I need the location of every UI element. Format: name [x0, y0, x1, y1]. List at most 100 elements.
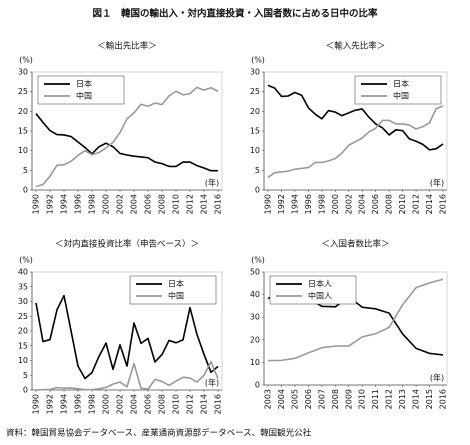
y-axis-label: (%) — [251, 56, 265, 65]
x-tick-label: 1996 — [74, 194, 83, 214]
y-tick-label: 20 — [250, 107, 260, 116]
x-tick-label: 2005 — [290, 389, 299, 409]
x-tick-label: 2013 — [398, 389, 407, 409]
y-tick-label: 10 — [250, 358, 260, 367]
x-tick-label: 1990 — [32, 394, 41, 414]
series-line — [267, 278, 444, 362]
y-axis-label: (%) — [251, 256, 265, 265]
x-axis-label: (年) — [205, 178, 219, 188]
legend-box — [37, 75, 125, 105]
y-tick-label: 15 — [250, 127, 260, 136]
x-tick-label: 1996 — [74, 394, 83, 414]
x-tick-label: 2012 — [385, 389, 394, 409]
chart-title: ＜対内直接投資比率（申告ベース）＞ — [55, 239, 199, 250]
x-tick-label: 2015 — [425, 389, 434, 409]
x-axis-label: (年) — [205, 378, 219, 388]
y-tick-label: 10 — [18, 146, 28, 155]
x-tick-label: 2003 — [264, 389, 273, 409]
x-tick-label: 2011 — [371, 389, 380, 409]
y-tick-label: 50 — [250, 268, 260, 277]
x-axis-label: (年) — [430, 178, 444, 188]
y-axis-label: (%) — [19, 256, 33, 265]
x-tick-label: 2014 — [200, 394, 209, 414]
x-tick-label: 2016 — [214, 194, 223, 214]
legend-label: 中国人 — [308, 291, 332, 301]
legend-label: 日本 — [76, 79, 92, 89]
y-tick-label: 5 — [255, 166, 260, 175]
x-tick-label: 1992 — [46, 194, 55, 214]
y-tick-label: 20 — [18, 327, 28, 336]
x-tick-label: 2012 — [412, 194, 421, 214]
x-tick-label: 2006 — [144, 194, 153, 214]
y-tick-label: 5 — [23, 371, 28, 380]
x-tick-label: 2008 — [331, 389, 340, 409]
legend-box — [129, 275, 217, 305]
x-tick-label: 2012 — [186, 394, 195, 414]
x-tick-label: 1990 — [264, 194, 273, 214]
chart-title: ＜輸出先比率＞ — [97, 41, 157, 52]
y-tick-label: 15 — [18, 127, 28, 136]
y-tick-label: 35 — [18, 282, 28, 291]
x-tick-label: 2014 — [200, 194, 209, 214]
x-tick-label: 2002 — [344, 194, 353, 214]
legend-label: 日本 — [168, 279, 184, 289]
x-tick-label: 2016 — [439, 194, 448, 214]
series-line — [267, 105, 444, 179]
x-tick-label: 2008 — [158, 194, 167, 214]
y-tick-label: 0 — [255, 186, 260, 195]
y-tick-label: 20 — [250, 335, 260, 344]
x-tick-label: 2014 — [412, 389, 421, 409]
figure-title: 図１ 韓国の輸出入・対内直接投資・入国者数に占める日中の比率 — [92, 8, 378, 20]
y-tick-label: 30 — [250, 68, 260, 77]
x-tick-label: 2002 — [116, 394, 125, 414]
chart-title: ＜入国者数比率＞ — [321, 239, 389, 250]
series-line — [267, 84, 444, 151]
y-tick-label: 40 — [250, 290, 260, 299]
x-tick-label: 2002 — [116, 194, 125, 214]
x-tick-label: 1992 — [46, 394, 55, 414]
y-tick-label: 10 — [18, 356, 28, 365]
x-tick-label: 2012 — [186, 194, 195, 214]
x-tick-label: 1998 — [88, 394, 97, 414]
x-tick-label: 2016 — [439, 389, 448, 409]
x-axis-label: (年) — [430, 373, 444, 383]
x-tick-label: 2010 — [172, 194, 181, 214]
series-line — [35, 294, 219, 380]
x-tick-label: 2008 — [158, 394, 167, 414]
source-note: 資料：韓国貿易協会データベース、産業通商資源部データベース、韓国観光公社 — [6, 428, 312, 439]
x-tick-label: 2004 — [358, 194, 367, 214]
y-tick-label: 20 — [18, 107, 28, 116]
y-tick-label: 0 — [23, 386, 28, 395]
x-tick-label: 2004 — [130, 194, 139, 214]
y-tick-label: 25 — [18, 87, 28, 96]
x-tick-label: 1990 — [32, 194, 41, 214]
x-tick-label: 1996 — [304, 194, 313, 214]
y-axis-label: (%) — [19, 56, 33, 65]
x-tick-label: 1992 — [277, 194, 286, 214]
x-tick-label: 1994 — [60, 194, 69, 214]
x-tick-label: 2009 — [344, 389, 353, 409]
y-tick-label: 25 — [250, 87, 260, 96]
y-tick-label: 30 — [18, 297, 28, 306]
y-tick-label: 40 — [18, 268, 28, 277]
x-tick-label: 2014 — [425, 194, 434, 214]
x-tick-label: 2004 — [130, 394, 139, 414]
x-tick-label: 2004 — [277, 389, 286, 409]
y-tick-label: 0 — [23, 186, 28, 195]
y-tick-label: 15 — [18, 341, 28, 350]
y-tick-label: 25 — [18, 312, 28, 321]
x-tick-label: 2000 — [331, 194, 340, 214]
y-tick-label: 30 — [18, 68, 28, 77]
legend-box — [354, 75, 442, 105]
legend-label: 中国 — [168, 291, 184, 301]
legend-label: 日本 — [393, 79, 409, 89]
y-tick-label: 30 — [250, 313, 260, 322]
x-tick-label: 1998 — [88, 194, 97, 214]
legend-label: 中国 — [76, 91, 92, 101]
y-tick-label: 10 — [250, 146, 260, 155]
legend-box — [269, 275, 357, 305]
chart-title: ＜輸入先比率＞ — [326, 41, 386, 52]
x-tick-label: 2010 — [172, 394, 181, 414]
x-tick-label: 2006 — [304, 389, 313, 409]
